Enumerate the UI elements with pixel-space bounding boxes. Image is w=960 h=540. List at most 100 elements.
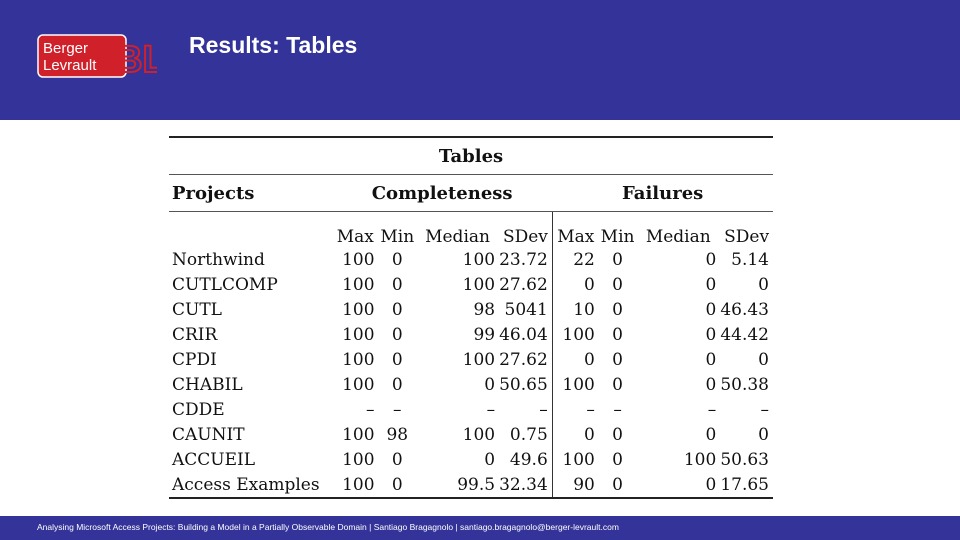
value-cell: 100: [562, 374, 595, 395]
project-name-cell: CHABIL: [172, 374, 243, 395]
table-row: CUTL 100 0 98 5041 10 0 0 46.43: [169, 297, 773, 322]
empty-header-cell: [169, 212, 332, 248]
value-cell: 46.43: [720, 299, 769, 320]
value-cell: 0: [612, 374, 623, 395]
value-cell: 100: [342, 349, 375, 370]
project-name-cell: CPDI: [172, 349, 217, 370]
value-cell: 90: [552, 472, 599, 499]
table-row: ACCUEIL 100 0 0 49.6 100 0 100 50.63: [169, 447, 773, 472]
project-name-cell: ACCUEIL: [172, 449, 256, 470]
results-table: Tables Projects Completeness Failures Ma…: [169, 136, 773, 499]
failures-header: Failures: [552, 174, 773, 212]
logo-mark: BL: [115, 39, 157, 78]
value-cell: 0: [758, 349, 769, 370]
completeness-header: Completeness: [332, 174, 553, 212]
value-cell: 98: [386, 424, 409, 445]
value-cell: 50.38: [720, 374, 769, 395]
value-cell: 0: [705, 274, 717, 295]
project-name-cell: CUTL: [172, 299, 222, 320]
value-cell: 100: [342, 274, 375, 295]
col-header: Median: [645, 227, 711, 247]
projects-header: Projects: [169, 174, 333, 212]
value-cell: 99.5: [415, 472, 500, 499]
col-header: Max: [336, 227, 374, 247]
project-name-cell: Northwind: [172, 249, 265, 270]
berger-levrault-logo: Berger Levrault BL: [37, 34, 157, 78]
value-cell: 22: [573, 249, 595, 270]
value-cell: 50.65: [499, 372, 553, 397]
value-cell: 100: [342, 424, 375, 445]
value-cell: 0: [705, 299, 717, 320]
value-cell: 0: [391, 449, 403, 470]
table-row: CRIR 100 0 99 46.04 100 0 0 44.42: [169, 322, 773, 347]
value-cell: 0: [612, 449, 623, 470]
value-cell: 5.14: [731, 249, 769, 270]
value-cell: 27.62: [499, 347, 553, 372]
value-cell: 0: [612, 299, 623, 320]
value-cell: 44.42: [720, 324, 769, 345]
table-row: CUTLCOMP 100 0 100 27.62 0 0 0 0: [169, 272, 773, 297]
value-cell: 0: [612, 324, 623, 345]
value-cell: 100: [342, 374, 375, 395]
value-cell: 0: [391, 324, 403, 345]
value-cell: 0: [584, 349, 595, 370]
value-cell: 32.34: [499, 472, 553, 499]
value-cell: 100: [342, 299, 375, 320]
value-cell: 50.63: [720, 449, 769, 470]
value-cell: 0: [484, 449, 496, 470]
value-cell: 46.04: [499, 322, 553, 347]
value-cell: 0: [612, 424, 623, 445]
table-row: CAUNIT 100 98 100 0.75 0 0 0 0: [169, 422, 773, 447]
value-cell: 100: [562, 449, 595, 470]
value-cell: –: [586, 399, 595, 420]
table-row: CPDI 100 0 100 27.62 0 0 0 0: [169, 347, 773, 372]
slide-title: Results: Tables: [189, 32, 358, 58]
project-name-cell: CDDE: [172, 399, 225, 420]
value-cell: 100: [342, 324, 375, 345]
value-cell: 5041: [499, 297, 553, 322]
value-cell: 0: [391, 274, 403, 295]
value-cell: 100: [342, 249, 375, 270]
table-caption: Tables: [169, 136, 773, 175]
value-cell: 100: [462, 274, 496, 295]
value-cell: 0: [612, 274, 623, 295]
logo-line1: Berger: [43, 40, 88, 57]
value-cell: 0: [705, 249, 717, 270]
col-header: Max: [557, 227, 595, 247]
project-name-cell: CRIR: [172, 324, 218, 345]
value-cell: 10: [573, 299, 595, 320]
footer-bar: [0, 516, 960, 540]
project-name-cell: CUTLCOMP: [172, 274, 278, 295]
value-cell: 0: [584, 424, 595, 445]
value-cell: 0: [705, 374, 717, 395]
value-cell: 0: [612, 249, 623, 270]
table-row: CHABIL 100 0 0 50.65 100 0 0 50.38: [169, 372, 773, 397]
value-cell: 98: [473, 299, 496, 320]
logo-background: [37, 34, 127, 78]
value-cell: 0: [598, 472, 637, 499]
value-cell: 100: [462, 249, 496, 270]
value-cell: 100: [562, 324, 595, 345]
project-name-cell: Access Examples: [169, 472, 333, 499]
value-cell: 0: [484, 374, 496, 395]
col-header: Median: [425, 227, 490, 247]
value-cell: 0: [705, 324, 717, 345]
value-cell: –: [366, 399, 375, 420]
value-cell: 0: [391, 349, 403, 370]
value-cell: 0: [378, 472, 416, 499]
value-cell: 0: [636, 472, 721, 499]
value-cell: –: [393, 399, 402, 420]
value-cell: –: [613, 399, 622, 420]
value-cell: 99: [473, 324, 496, 345]
header-bar: [0, 0, 960, 120]
value-cell: 0: [391, 299, 403, 320]
value-cell: 100: [462, 349, 496, 370]
col-header: SDev: [724, 227, 770, 247]
value-cell: 0: [391, 374, 403, 395]
logo-line2: Levrault: [43, 57, 97, 74]
value-cell: –: [707, 399, 717, 420]
value-cell: –: [499, 397, 553, 422]
col-header: Min: [600, 227, 635, 247]
value-cell: 100: [342, 449, 375, 470]
value-cell: 0: [705, 349, 717, 370]
